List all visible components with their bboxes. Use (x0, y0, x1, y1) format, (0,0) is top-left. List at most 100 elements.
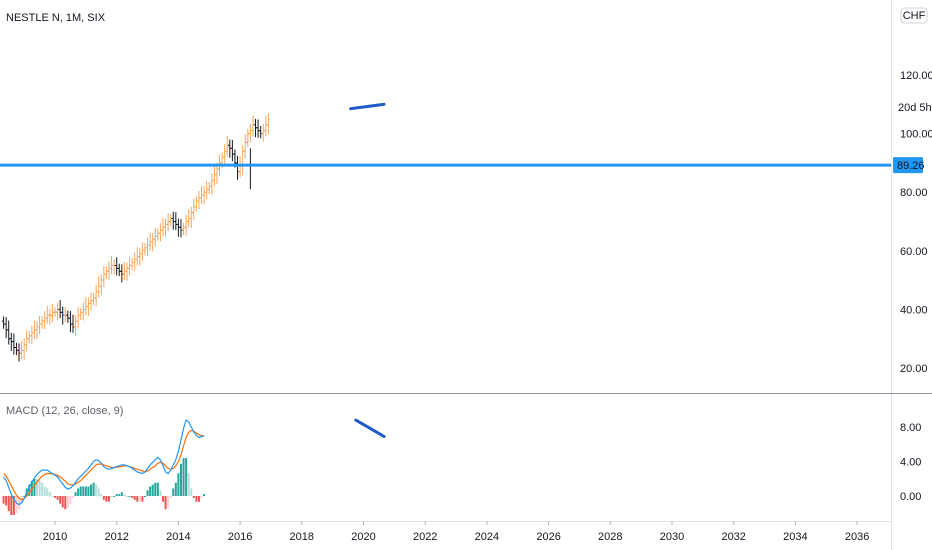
macd-axis[interactable]: 8.00 4.00 0.00 (900, 422, 921, 503)
ohlc-bar (168, 213, 173, 227)
price-trendline[interactable] (349, 102, 386, 111)
ohlc-bar (4, 317, 8, 339)
ohlc-bar (246, 128, 250, 148)
countdown-tag: 20d 5h (893, 99, 932, 116)
macd-histogram-bar (107, 496, 110, 502)
ohlc-bar (58, 300, 62, 319)
price-tick-label: 120.00 (900, 70, 932, 82)
price-axis[interactable]: 120.00 100.00 80.00 60.00 40.00 20.00 20d 5h 89… (893, 70, 932, 375)
price-pane[interactable] (0, 102, 891, 362)
ohlc-bar (78, 307, 83, 320)
macd-histogram-bar (84, 486, 87, 496)
macd-histogram-bar (61, 496, 64, 508)
price-tick-label: 40.00 (900, 304, 928, 316)
ohlc-bar (48, 309, 52, 325)
macd-histogram-bar (177, 473, 180, 496)
macd-histogram-bar (118, 494, 121, 496)
macd-tick-label: 0.00 (900, 491, 921, 503)
ohlc-bar (68, 311, 73, 333)
macd-histogram-bar (190, 488, 193, 496)
ohlc-bar (248, 123, 253, 142)
ohlc-bar (1, 316, 6, 329)
macd-histogram-bar (187, 473, 190, 496)
ohlc-bar (96, 276, 101, 298)
macd-histogram-bar (133, 496, 136, 500)
ohlc-bar (184, 214, 188, 236)
macd-histogram-bar (36, 478, 39, 496)
ohlc-bar (89, 292, 93, 311)
countdown-label: 20d 5h (898, 102, 932, 114)
macd-histogram-bar (138, 496, 141, 502)
time-tick-label: 2030 (660, 531, 684, 543)
macd-histogram-bar (64, 496, 67, 510)
macd-histogram-bar (54, 496, 56, 498)
ohlc-bar (243, 134, 248, 159)
macd-trendline[interactable] (354, 418, 386, 438)
time-tick-label: 2018 (290, 531, 314, 543)
macd-pane[interactable] (2, 418, 386, 515)
macd-histogram-bar (174, 482, 177, 496)
ohlc-bar (127, 257, 132, 276)
ohlc-bar (30, 325, 34, 344)
macd-histogram-bar (28, 484, 31, 496)
macd-histogram-bar (154, 482, 157, 496)
time-tick-label: 2014 (166, 531, 190, 543)
macd-histogram-bar (43, 486, 46, 496)
ohlc-bar (14, 342, 19, 356)
macd-line (3, 419, 205, 506)
ohlc-bar (153, 227, 158, 247)
time-tick-label: 2022 (413, 531, 437, 543)
macd-histogram-bar (110, 496, 113, 498)
ohlc-bar (73, 315, 78, 337)
ohlc-bar (258, 125, 263, 139)
macd-histogram-bar (79, 486, 82, 496)
symbol-title: NESTLE N, 1M, SIX (6, 12, 106, 24)
ohlc-bar (197, 191, 201, 210)
ohlc-bar (174, 212, 178, 231)
macd-histogram-bar (203, 494, 206, 496)
macd-histogram-bar (192, 496, 195, 498)
time-tick-label: 2016 (228, 531, 252, 543)
macd-histogram-bar (5, 496, 8, 506)
price-tick-label: 80.00 (900, 187, 928, 199)
ohlc-bar (163, 218, 168, 237)
macd-histogram-bar (131, 496, 134, 498)
macd-histogram-bar (200, 496, 203, 498)
macd-histogram-bar (115, 494, 118, 496)
macd-tick-label: 4.00 (900, 457, 921, 469)
ohlc-bar (37, 315, 42, 335)
macd-histogram-bar (123, 494, 126, 496)
ohlc-bar (40, 316, 44, 329)
ohlc-bar (181, 222, 186, 235)
ohlc-bar (266, 113, 271, 135)
macd-histogram-bar (97, 488, 100, 496)
ohlc-bar (132, 252, 137, 271)
ohlc-bar (130, 257, 134, 271)
ohlc-bar (114, 257, 119, 276)
macd-histogram-bar (143, 496, 146, 497)
macd-histogram-bar (185, 458, 188, 496)
ohlc-bar (81, 302, 86, 321)
ohlc-bar (102, 266, 106, 288)
ohlc-bar (210, 173, 214, 195)
hline-price-label: 89.26 (897, 160, 925, 172)
currency-label: CHF (903, 10, 926, 22)
ohlc-bar (86, 297, 91, 316)
macd-tick-label: 8.00 (900, 422, 921, 434)
macd-histogram-bar (164, 496, 167, 510)
ohlc-bar (222, 144, 227, 166)
ohlc-bar (104, 266, 109, 279)
macd-histogram-bar (12, 496, 15, 515)
currency-badge[interactable]: CHF (900, 7, 928, 24)
ohlc-bar (143, 243, 147, 256)
price-tick-label: 100.00 (900, 129, 932, 141)
macd-histogram-bar (77, 488, 80, 496)
macd-histogram-bar (23, 496, 26, 497)
macd-histogram-bar (195, 496, 198, 502)
ohlc-bar (63, 307, 68, 323)
macd-histogram-bar (18, 496, 21, 510)
time-axis[interactable]: 2010 2012 2014 2016 2018 2020 2022 2024 2026 2028… (43, 521, 870, 543)
macd-histogram-bar (74, 492, 77, 496)
macd-histogram-bar (48, 492, 51, 496)
